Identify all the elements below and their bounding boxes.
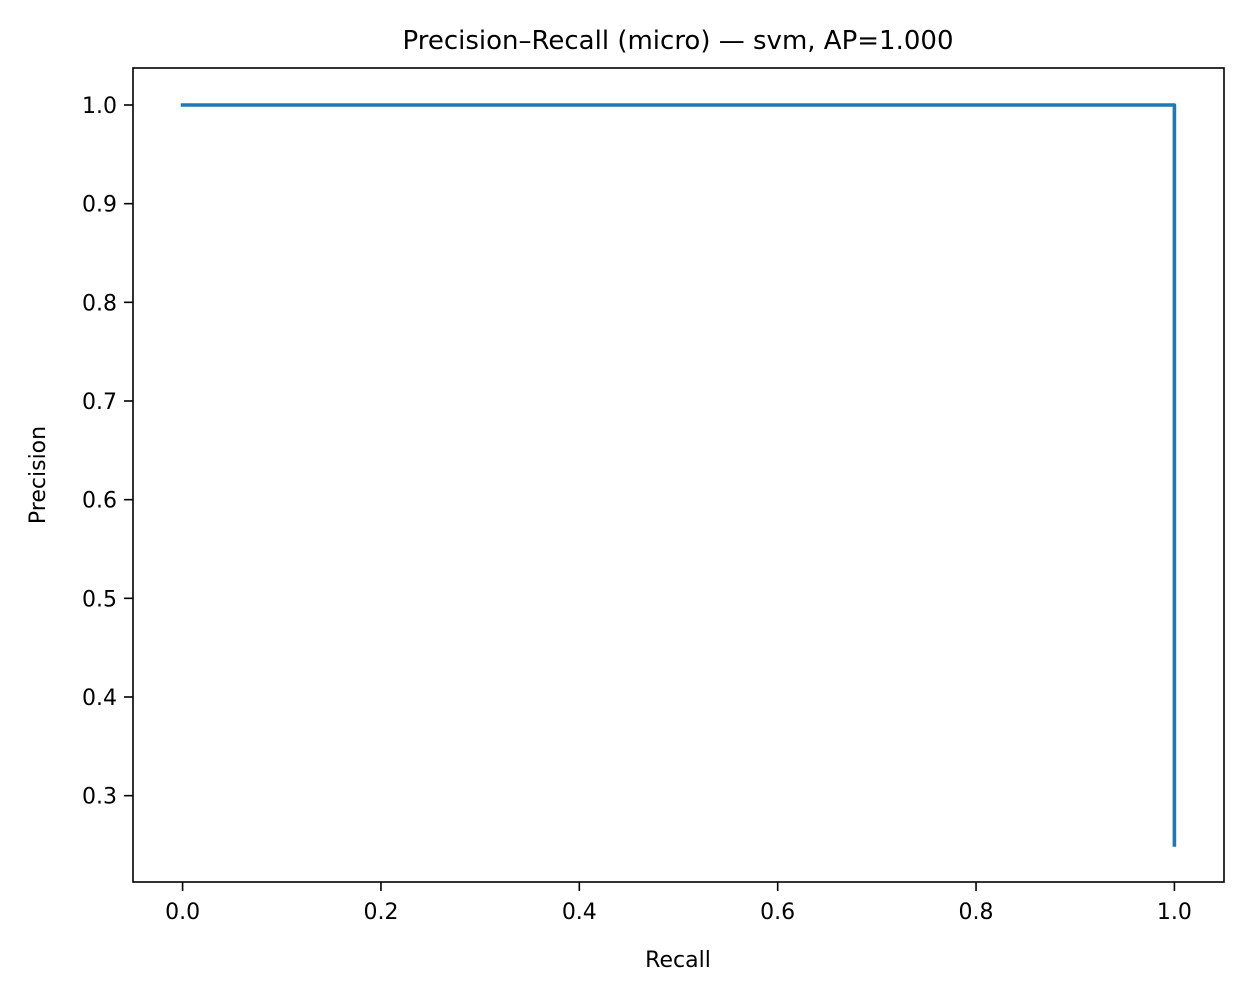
x-tick-label: 0.0 [165, 900, 200, 925]
y-axis-ticks: 0.3 0.4 0.5 0.6 0.7 0.8 0.9 1.0 [82, 94, 133, 810]
x-tick-label: 1.0 [1157, 900, 1192, 925]
pr-curve-line-0 [180, 103, 1177, 847]
x-tick-label: 0.4 [562, 900, 597, 925]
y-tick-label: 1.0 [82, 94, 117, 119]
y-tick-label: 0.7 [82, 390, 117, 415]
x-axis-ticks: 0.0 0.2 0.4 0.6 0.8 1.0 [165, 882, 1192, 925]
y-tick-label: 0.9 [82, 193, 117, 218]
chart-title: Precision–Recall (micro) — svm, AP=1.000 [402, 26, 953, 56]
x-tick-label: 0.8 [959, 900, 994, 925]
x-tick-label: 0.2 [363, 900, 398, 925]
y-tick-label: 0.3 [82, 785, 117, 810]
x-tick-label: 0.6 [760, 900, 795, 925]
x-axis-label: Recall [645, 948, 711, 973]
y-tick-label: 0.5 [82, 587, 117, 612]
y-tick-label: 0.8 [82, 291, 117, 316]
y-tick-label: 0.4 [82, 686, 117, 711]
plot-area [180, 103, 1177, 847]
y-axis-label: Precision [26, 426, 51, 524]
y-tick-label: 0.6 [82, 489, 117, 514]
axes-frame [132, 67, 1225, 883]
